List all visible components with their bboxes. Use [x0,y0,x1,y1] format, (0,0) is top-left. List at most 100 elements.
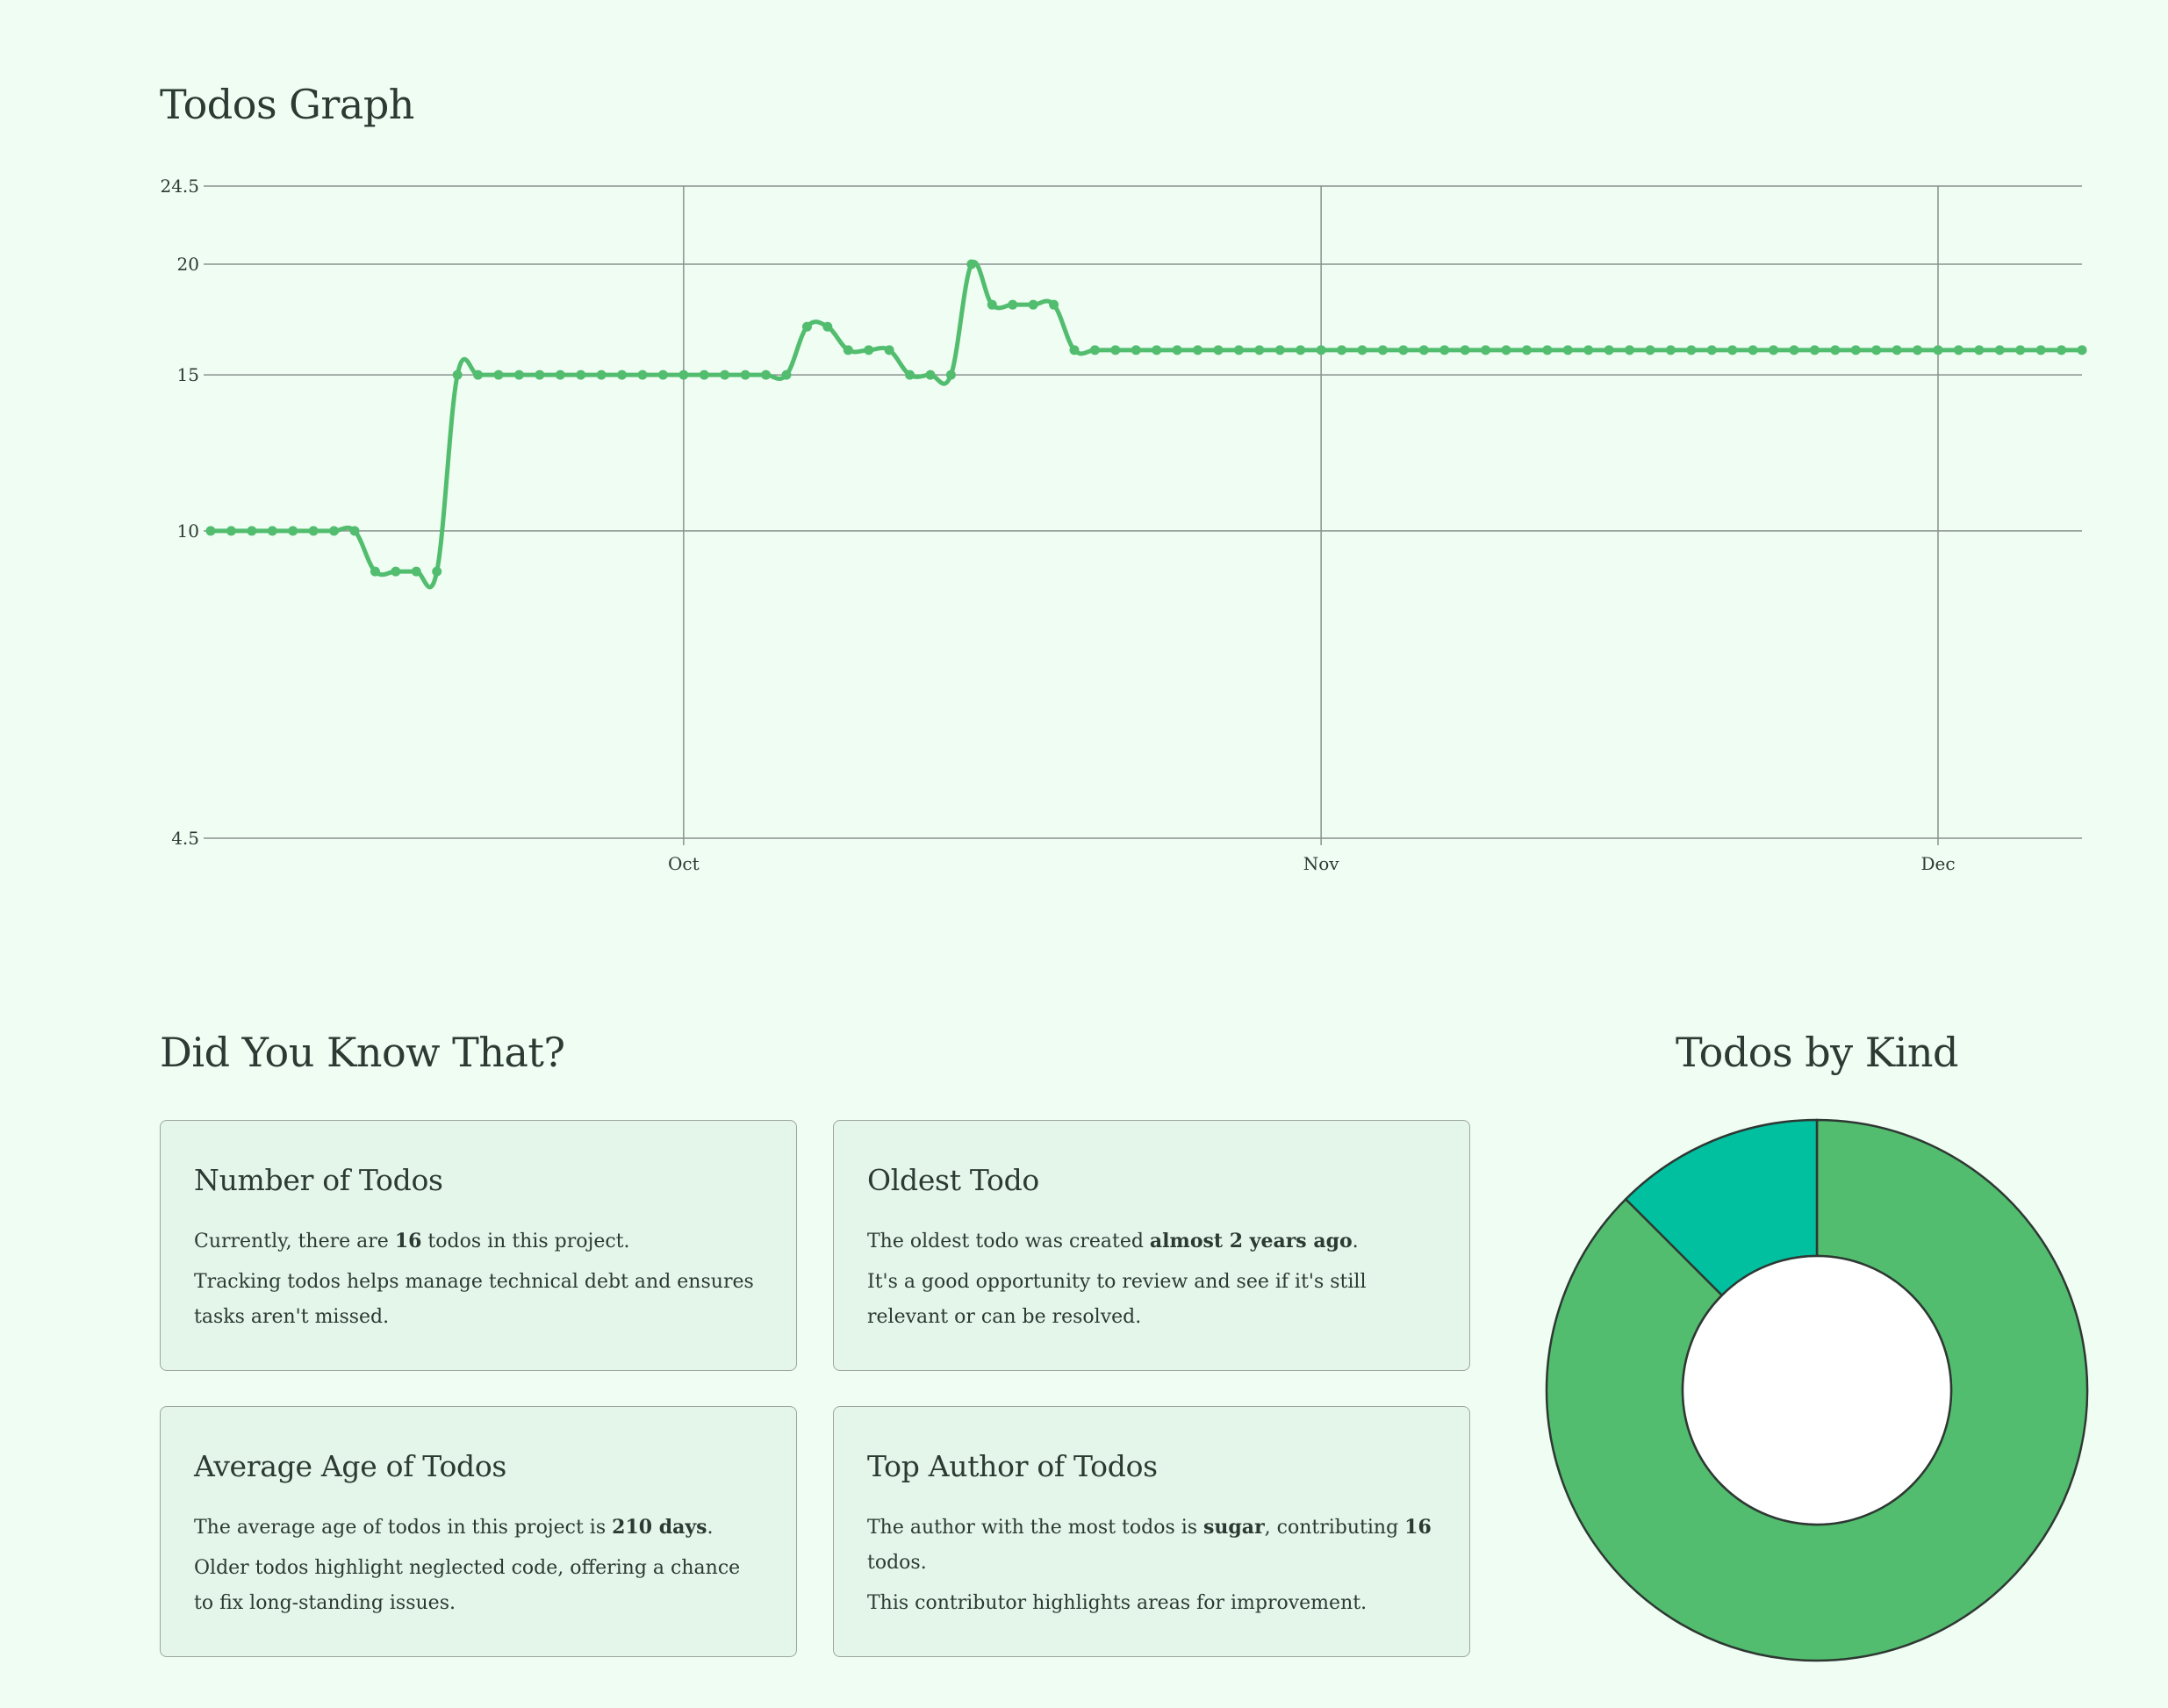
data-point [966,259,977,269]
number-of-todos-text: Currently, there are 16 todos in this pr… [194,1230,630,1252]
top-author-name: sugar [1203,1516,1265,1539]
data-point [1501,345,1511,355]
data-point [1542,345,1553,355]
data-point [1254,345,1265,355]
todos-graph-title: Todos Graph [160,81,414,128]
oldest-todo-card: Oldest Todo The oldest todo was created … [833,1120,1470,1371]
number-of-todos-card: Number of Todos Currently, there are 16 … [160,1120,797,1371]
data-point [513,370,524,380]
donut-hole [1681,1254,1953,1526]
average-age-days: 210 days [612,1516,707,1539]
data-point [1769,345,1779,355]
data-point [2077,345,2087,355]
data-point [905,370,915,380]
data-point [843,345,853,355]
data-point [1357,345,1368,355]
data-point [617,370,628,380]
data-point [1562,345,1573,355]
data-point [555,370,565,380]
y-tick-label: 20 [177,254,199,275]
data-point [329,526,340,536]
data-point [1418,345,1429,355]
todo-count: 16 [394,1230,422,1252]
y-axis-ticks: 4.5 10 15 20 24.5 [160,176,199,849]
data-point [1172,345,1182,355]
data-point [1850,345,1861,355]
data-point [1994,345,2005,355]
data-point [1830,345,1841,355]
todos-by-kind-title: Todos by Kind [1676,1029,1958,1076]
data-point [801,321,812,332]
data-point [288,526,298,536]
data-point [432,566,442,577]
data-point [1069,345,1080,355]
number-of-todos-note: Tracking todos helps manage technical de… [194,1271,754,1328]
data-point [1233,345,1244,355]
data-point [1337,345,1347,355]
oldest-todo-age: almost 2 years ago [1149,1230,1353,1252]
data-point [1193,345,1203,355]
data-point [1296,345,1306,355]
data-point [1727,345,1738,355]
data-point [740,370,750,380]
data-point [678,370,689,380]
data-point [1049,299,1059,310]
data-point [349,526,360,536]
data-point [1481,345,1491,355]
data-point [1953,345,1963,355]
data-point [1913,345,1923,355]
oldest-todo-note: It's a good opportunity to review and se… [867,1271,1367,1328]
data-point [864,345,874,355]
data-point [1274,345,1285,355]
y-tick-label: 15 [177,364,199,385]
top-author-count: 16 [1404,1516,1432,1539]
data-point [1110,345,1121,355]
data-point [761,370,772,380]
data-point [1604,345,1614,355]
data-point [1089,345,1100,355]
data-point [637,370,648,380]
number-of-todos-heading: Number of Todos [194,1163,443,1197]
data-point [1316,345,1326,355]
todos-series-points [205,259,2087,577]
data-point [1008,299,1018,310]
data-point [535,370,545,380]
top-author-note: This contributor highlights areas for im… [867,1592,1368,1614]
data-point [1625,345,1635,355]
todos-line-chart: 4.5 10 15 20 24.5 Oct Nov Dec [160,176,2087,874]
data-point [2057,345,2067,355]
data-point [1748,345,1758,355]
data-point [452,370,463,380]
data-point [247,526,257,536]
top-author-heading: Top Author of Todos [867,1449,1158,1483]
data-point [267,526,277,536]
did-you-know-title: Did You Know That? [160,1029,565,1076]
data-point [657,370,668,380]
data-point [473,370,484,380]
data-point [391,566,401,577]
oldest-todo-heading: Oldest Todo [867,1163,1039,1197]
data-point [884,345,894,355]
data-point [1460,345,1470,355]
data-point [1706,345,1717,355]
data-point [308,526,319,536]
data-point [370,566,380,577]
x-tick-label: Oct [668,853,700,874]
y-tick-label: 4.5 [171,828,199,849]
data-point [1131,345,1141,355]
data-point [945,370,956,380]
average-age-card: Average Age of Todos The average age of … [160,1406,797,1657]
todos-series-line [211,260,2082,590]
average-age-heading: Average Age of Todos [194,1449,507,1483]
data-point [1152,345,1162,355]
data-point [987,299,997,310]
data-point [1645,345,1655,355]
data-point [226,526,236,536]
data-point [1789,345,1799,355]
average-age-text: The average age of todos in this project… [194,1516,714,1539]
average-age-note: Older todos highlight neglected code, of… [194,1557,741,1614]
x-tick-label: Dec [1920,853,1955,874]
data-point [1213,345,1224,355]
data-point [596,370,607,380]
y-tick-label: 24.5 [160,176,199,197]
